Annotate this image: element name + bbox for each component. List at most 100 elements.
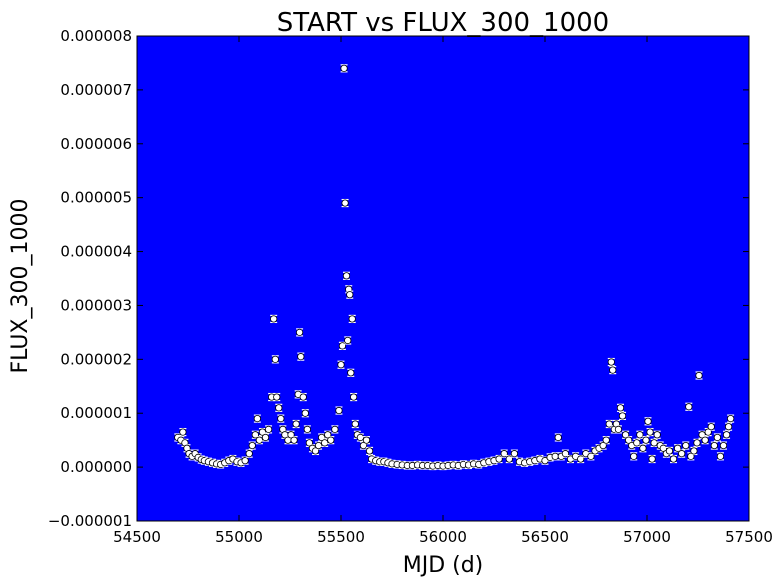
data-point [682, 441, 690, 450]
data-point [614, 425, 623, 434]
data-point [372, 456, 380, 465]
data-point [327, 436, 335, 445]
data-point [365, 446, 374, 456]
data-point [295, 328, 304, 337]
data-point [609, 366, 617, 375]
x-tick-label: 54500 [113, 528, 161, 546]
x-tick-label: 55000 [215, 528, 263, 546]
data-point [344, 336, 352, 345]
data-point [268, 392, 276, 402]
x-axis-label: MJD (d) [403, 553, 484, 578]
y-tick-label: 0.000001 [60, 404, 132, 422]
data-point [179, 427, 187, 437]
y-tick-label: 0.000003 [60, 296, 132, 314]
data-point [653, 430, 661, 439]
data-point [314, 441, 323, 450]
data-point [722, 430, 731, 439]
data-point [264, 425, 273, 434]
data-point [648, 454, 656, 464]
data-point [351, 419, 359, 429]
x-tick-label: 56500 [521, 528, 569, 546]
data-point [644, 417, 652, 426]
data-point [636, 430, 644, 439]
y-tick-label: 0.000004 [60, 243, 132, 261]
data-point [630, 452, 638, 461]
data-point [253, 414, 261, 423]
data-point [713, 433, 721, 442]
data-point [669, 454, 678, 464]
data-point [350, 392, 358, 402]
data-point [273, 392, 281, 402]
data-point [642, 436, 650, 445]
data-point [650, 438, 658, 447]
data-point [346, 290, 354, 299]
data-point [245, 449, 253, 458]
data-point [299, 392, 307, 402]
data-point [362, 436, 371, 445]
data-point [301, 409, 309, 418]
data-point [449, 460, 457, 470]
data-point [480, 458, 488, 467]
data-point [261, 433, 270, 442]
data-point [290, 436, 298, 445]
data-point [347, 368, 355, 377]
data-point [551, 452, 559, 461]
data-point [270, 314, 278, 324]
data-point [275, 403, 283, 412]
x-tick-label: 56000 [419, 528, 467, 546]
data-point [341, 198, 349, 208]
data-point [678, 449, 686, 458]
data-point [633, 438, 641, 447]
data-point [695, 371, 703, 380]
data-points [174, 64, 735, 471]
data-point [241, 456, 249, 465]
y-tick-label: −0.000001 [48, 512, 132, 530]
data-point [248, 441, 256, 450]
data-point [554, 433, 562, 442]
data-point [337, 360, 345, 369]
data-point [719, 441, 728, 450]
data-point [727, 414, 735, 423]
data-point [348, 314, 356, 324]
x-tick-label: 55500 [317, 528, 365, 546]
x-axis-ticks: 54500 55000 55500 56000 56500 57000 57500 [113, 36, 773, 546]
data-point [292, 419, 300, 429]
data-point [444, 461, 452, 470]
y-axis-ticks: −0.000001 0.000000 0.000001 0.000002 0.00000… [48, 27, 749, 530]
data-point [303, 425, 311, 434]
data-point [340, 64, 348, 73]
data-point [335, 406, 343, 415]
data-point [716, 452, 725, 461]
x-tick-label: 57000 [623, 528, 671, 546]
y-tick-label: 0.000002 [60, 350, 132, 368]
y-tick-label: 0.000008 [60, 27, 132, 45]
data-point [602, 436, 610, 445]
data-point [665, 446, 674, 456]
x-tick-label: 57500 [725, 528, 773, 546]
data-point [297, 352, 305, 361]
data-point [495, 454, 503, 464]
y-tick-label: 0.000007 [60, 81, 132, 99]
data-point [255, 436, 263, 445]
data-point [505, 454, 513, 464]
data-point [271, 355, 279, 364]
data-point [724, 422, 733, 431]
chart-title: START vs FLUX_300_1000 [277, 8, 609, 38]
data-point [356, 433, 364, 442]
data-point [616, 403, 625, 412]
data-point [321, 438, 329, 447]
data-point [707, 422, 715, 431]
data-point [639, 444, 647, 453]
data-point [331, 425, 339, 434]
data-point [690, 446, 698, 456]
data-point [342, 271, 351, 280]
data-point [277, 414, 285, 423]
y-tick-label: 0.000005 [60, 189, 132, 207]
data-point [439, 461, 447, 471]
data-point [710, 441, 718, 450]
data-point [693, 438, 701, 447]
y-axis-label: FLUX_300_1000 [8, 199, 33, 374]
plot-area [137, 36, 749, 521]
data-point [646, 427, 654, 437]
